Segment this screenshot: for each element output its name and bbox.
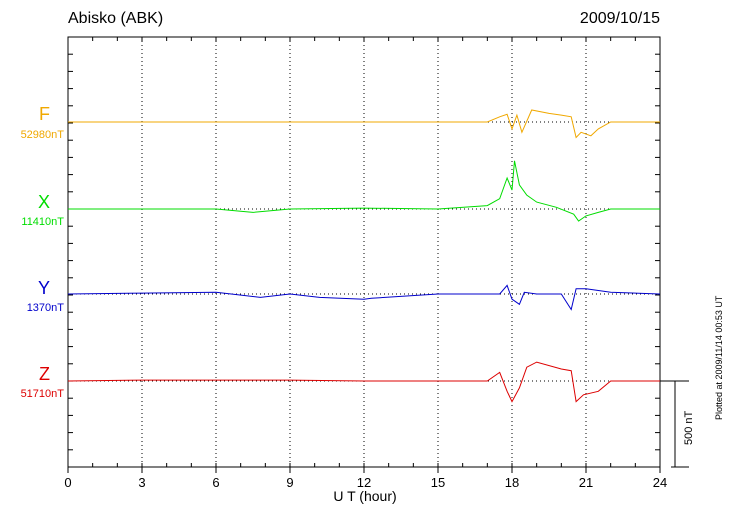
x-tick-label: 6 <box>212 475 219 490</box>
x-tick-label: 21 <box>579 475 593 490</box>
channel-letter-f: F <box>39 104 50 124</box>
channel-baseline-f: 52980nT <box>20 129 64 141</box>
date-label: 2009/10/15 <box>579 10 660 27</box>
plotted-note: Plotted at 2009/11/14 00:53 UT <box>714 295 724 420</box>
series-line-z <box>67 361 660 403</box>
series-line-x <box>68 160 660 222</box>
x-tick-label: 12 <box>357 475 371 490</box>
x-axis-label: U T (hour) <box>333 488 397 504</box>
x-tick-label: 15 <box>431 475 445 490</box>
x-tick-label: 18 <box>505 475 519 490</box>
x-tick-label: 0 <box>64 475 71 490</box>
channel-letter-z: Z <box>39 364 50 384</box>
series-line-y <box>67 284 661 311</box>
x-tick-label: 3 <box>138 475 145 490</box>
scale-bar-label: 500 nT <box>683 410 695 445</box>
x-tick-label: 24 <box>653 475 667 490</box>
x-tick-label: 9 <box>286 475 293 490</box>
series-line-f <box>68 109 660 139</box>
channel-baseline-y: 1370nT <box>26 302 64 314</box>
station-title: Abisko (ABK) <box>68 10 164 27</box>
channel-letter-x: X <box>37 192 50 212</box>
channel-baseline-x: 11410nT <box>21 216 64 228</box>
channel-letter-y: Y <box>37 278 50 298</box>
channel-baseline-z: 51710nT <box>20 388 64 400</box>
